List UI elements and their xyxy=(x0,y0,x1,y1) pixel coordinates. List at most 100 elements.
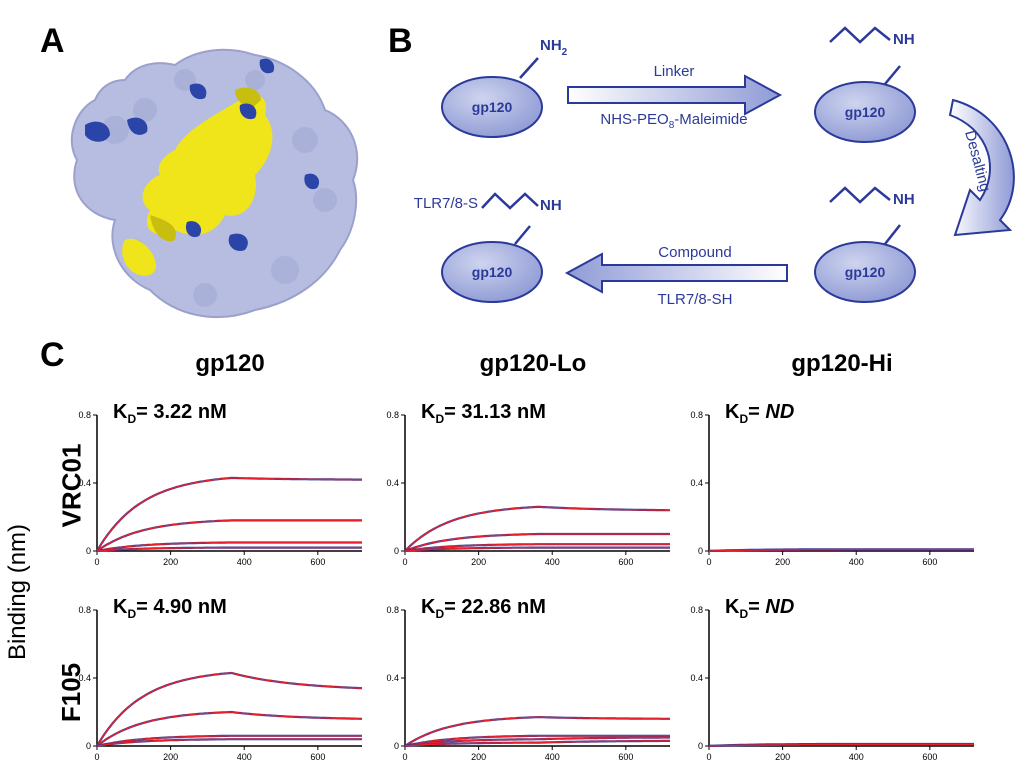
x-tick-label: 400 xyxy=(237,752,252,762)
y-tick-label: 0.8 xyxy=(690,410,703,420)
fit-trace xyxy=(96,546,362,552)
x-tick-label: 400 xyxy=(849,557,864,567)
fit-trace xyxy=(404,543,670,552)
sensorgram-f105-gp120: 0 0.4 0.8 0 200 400 600 KD= 4.90 nM xyxy=(78,596,363,762)
column-title-gp120-hi: gp120-Hi xyxy=(791,350,893,377)
column-title-gp120-lo: gp120-Lo xyxy=(479,350,587,377)
y-tick-label: 0.4 xyxy=(78,673,91,683)
x-tick-label: 0 xyxy=(94,752,99,762)
x-tick-label: 0 xyxy=(706,557,711,567)
x-tick-label: 600 xyxy=(922,752,937,762)
kd-label: KD= 31.13 nM xyxy=(421,401,546,426)
kd-label: KD= 3.22 nM xyxy=(113,401,227,426)
x-tick-label: 600 xyxy=(310,557,325,567)
amine-label-4: NH xyxy=(540,197,562,214)
binding-site-yellow xyxy=(142,95,273,235)
fit-trace xyxy=(96,711,362,747)
y-tick-label: 0.4 xyxy=(690,673,703,683)
y-tick-label: 0.8 xyxy=(690,605,703,615)
fit-trace xyxy=(404,546,670,552)
x-tick-label: 200 xyxy=(775,557,790,567)
y-tick-label: 0 xyxy=(394,546,399,556)
fit-trace xyxy=(96,477,362,552)
arrow-compound: Compound TLR7/8-SH xyxy=(564,244,788,308)
x-tick-label: 0 xyxy=(402,557,407,567)
x-tick-label: 200 xyxy=(163,557,178,567)
gp120-label-2: gp120 xyxy=(845,104,886,120)
x-tick-label: 200 xyxy=(775,752,790,762)
kd-label: KD= 22.86 nM xyxy=(421,596,546,621)
y-tick-label: 0.4 xyxy=(386,673,399,683)
x-tick-label: 0 xyxy=(402,752,407,762)
panel-letter-a: A xyxy=(40,22,65,60)
y-tick-label: 0.8 xyxy=(78,410,91,420)
arrow-linker: Linker NHS-PEO8-Maleimide xyxy=(567,63,783,131)
y-tick-label: 0.4 xyxy=(78,478,91,488)
x-tick-label: 400 xyxy=(545,752,560,762)
fit-trace xyxy=(708,743,974,747)
kd-label: KD= ND xyxy=(725,401,794,426)
fit-trace xyxy=(96,672,363,747)
sensorgram-vrc01-gp120-hi: 0 0.4 0.8 0 200 400 600 KD= ND xyxy=(690,401,974,567)
protein-surface-image xyxy=(70,48,359,318)
gp120-linker: gp120 NH xyxy=(814,26,916,143)
column-title-gp120: gp120 xyxy=(195,350,265,377)
y-tick-label: 0 xyxy=(86,741,91,751)
x-tick-label: 400 xyxy=(849,752,864,762)
conjugation-scheme: gp120 NH2 Linker NHS-PEO8-Maleimide gp12… xyxy=(414,26,1015,308)
gp120-label-3: gp120 xyxy=(845,264,886,280)
x-tick-label: 600 xyxy=(310,752,325,762)
fit-trace xyxy=(708,548,974,552)
x-tick-label: 0 xyxy=(94,557,99,567)
sensorgram-f105-gp120-lo: 0 0.4 0.8 0 200 400 600 KD= 22.86 nM xyxy=(386,596,670,762)
data-trace xyxy=(96,476,362,552)
panel-letter-b: B xyxy=(388,22,413,60)
y-tick-label: 0.8 xyxy=(386,410,399,420)
x-tick-label: 0 xyxy=(706,752,711,762)
sensorgram-vrc01-gp120-lo: 0 0.4 0.8 0 200 400 600 KD= 31.13 nM xyxy=(386,401,670,567)
gp120-desalted: gp120 NH xyxy=(814,186,916,303)
x-tick-label: 200 xyxy=(471,752,486,762)
step3-bottom-label: TLR7/8-SH xyxy=(657,291,732,308)
y-tick-label: 0.4 xyxy=(690,478,703,488)
x-tick-label: 600 xyxy=(922,557,937,567)
sensorgram-vrc01-gp120: 0 0.4 0.8 0 200 400 600 KD= 3.22 nM xyxy=(78,401,362,567)
gp120-label-1: gp120 xyxy=(472,99,513,115)
x-tick-label: 600 xyxy=(618,752,633,762)
gp120-conjugate: gp120 NH TLR7/8-S xyxy=(414,192,562,303)
fit-trace xyxy=(96,735,362,747)
y-tick-label: 0.4 xyxy=(386,478,399,488)
kd-label: KD= ND xyxy=(725,596,794,621)
step1-top-label: Linker xyxy=(654,63,695,80)
x-tick-label: 600 xyxy=(618,557,633,567)
x-tick-label: 200 xyxy=(471,557,486,567)
fit-trace xyxy=(404,740,670,747)
x-tick-label: 200 xyxy=(163,752,178,762)
amine-label-2: NH xyxy=(893,31,915,48)
gp120-native: gp120 NH2 xyxy=(441,37,568,138)
y-tick-label: 0 xyxy=(698,546,703,556)
fit-trace xyxy=(96,738,362,747)
y-tick-label: 0 xyxy=(698,741,703,751)
fit-trace xyxy=(96,519,362,552)
y-tick-label: 0 xyxy=(394,741,399,751)
y-tick-label: 0 xyxy=(86,546,91,556)
amine-label: NH2 xyxy=(540,37,568,58)
fit-trace xyxy=(404,735,670,747)
step3-top-label: Compound xyxy=(658,244,731,261)
amine-label-3: NH xyxy=(893,191,915,208)
panel-letter-c: C xyxy=(40,336,65,374)
y-tick-label: 0.8 xyxy=(386,605,399,615)
step1-bottom-label: NHS-PEO8-Maleimide xyxy=(600,111,747,131)
y-tick-label: 0.8 xyxy=(78,605,91,615)
fit-trace xyxy=(404,506,670,552)
fit-trace xyxy=(404,736,670,747)
sensorgram-f105-gp120-hi: 0 0.4 0.8 0 200 400 600 KD= ND xyxy=(690,596,974,762)
x-tick-label: 400 xyxy=(545,557,560,567)
fit-trace xyxy=(404,716,670,747)
gp120-label-4: gp120 xyxy=(472,264,513,280)
x-tick-label: 400 xyxy=(237,557,252,567)
fit-trace xyxy=(404,533,670,552)
product-prefix-label: TLR7/8-S xyxy=(414,195,478,212)
